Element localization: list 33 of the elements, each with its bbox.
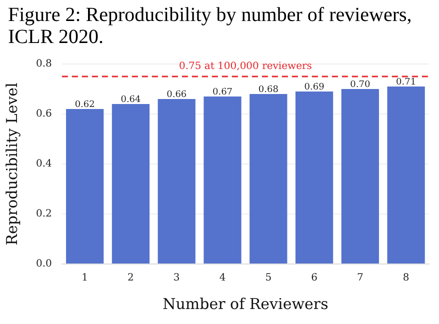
chart-title: Figure 2: Reproducibility by number of reviewers, ICLR 2020. — [8, 4, 413, 48]
bar — [341, 89, 379, 264]
bar — [66, 109, 104, 264]
x-tick-label: 1 — [82, 272, 88, 284]
y-tick-label: 0.6 — [36, 108, 52, 120]
y-axis-title: Reproducibility Level — [2, 82, 21, 246]
x-tick-label: 3 — [173, 272, 180, 284]
y-tick-label: 0.2 — [36, 208, 52, 220]
y-tick-label: 0.0 — [36, 258, 52, 270]
data-label: 0.68 — [258, 85, 279, 95]
data-label: 0.66 — [166, 90, 187, 100]
x-tick-label: 6 — [311, 272, 318, 284]
bar — [387, 86, 425, 264]
bar — [158, 99, 196, 264]
ref-line-label: 0.75 at 100,000 reviewers — [178, 61, 312, 72]
x-tick-label: 4 — [219, 272, 226, 284]
x-axis-title: Number of Reviewers — [162, 294, 328, 313]
data-label: 0.67 — [212, 88, 233, 98]
y-tick-label: 0.8 — [36, 58, 52, 70]
bar — [295, 92, 334, 264]
x-tick-label: 2 — [128, 272, 134, 284]
bar — [112, 104, 150, 264]
x-tick-label: 7 — [356, 272, 364, 284]
data-label: 0.70 — [350, 80, 370, 90]
x-tick-label: 5 — [265, 272, 272, 284]
bar — [204, 96, 242, 264]
x-tick-label: 8 — [402, 272, 410, 284]
y-tick-label: 0.4 — [36, 158, 52, 170]
data-label: 0.62 — [74, 100, 95, 110]
bar — [250, 94, 288, 264]
data-label: 0.71 — [396, 78, 416, 88]
data-label: 0.64 — [120, 95, 142, 105]
data-label: 0.69 — [304, 82, 325, 92]
